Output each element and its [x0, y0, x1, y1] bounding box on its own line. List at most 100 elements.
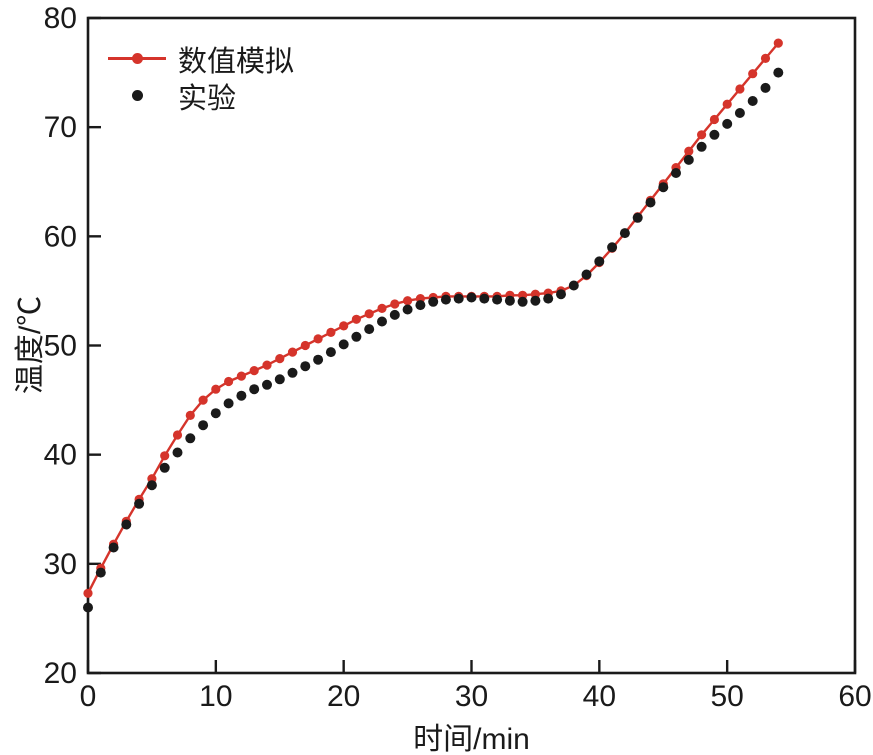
experiment-point: [402, 304, 413, 315]
experiment-point: [466, 292, 477, 303]
experiment-point: [146, 480, 157, 491]
simulation-line: [86, 42, 780, 594]
experiment-point: [517, 296, 528, 307]
simulation-marker: [198, 395, 208, 405]
experiment-point: [543, 293, 554, 304]
experiment-point: [108, 542, 119, 553]
y-axis-title: 温度/℃: [14, 295, 47, 395]
simulation-marker: [236, 371, 246, 381]
experiment-point: [594, 256, 605, 267]
simulation-marker: [287, 347, 298, 357]
x-axis-title: 时间/min: [413, 723, 530, 755]
simulation-marker: [364, 309, 374, 319]
experiment-point: [415, 300, 426, 311]
experiment-point: [351, 331, 362, 342]
experiment-point: [249, 384, 260, 395]
simulation-marker: [377, 303, 387, 313]
experiment-point: [236, 390, 247, 401]
experiment-point: [504, 295, 515, 306]
simulation-marker: [185, 410, 195, 420]
experiment-point: [313, 354, 324, 365]
experiment-point: [210, 408, 221, 419]
experiment-dot-icon: [108, 77, 166, 114]
experiment-point: [428, 296, 439, 307]
experiment-point: [632, 212, 643, 223]
experiment-point: [760, 82, 771, 93]
experiment-point: [83, 602, 93, 613]
experiment-point: [773, 67, 784, 78]
y-tick-label: 80: [44, 2, 77, 35]
experiment-point: [134, 498, 145, 509]
simulation-marker: [83, 588, 93, 598]
x-tick-label: 10: [199, 680, 232, 713]
experiment-point: [377, 316, 387, 327]
experiment-point: [453, 293, 464, 304]
x-tick-label: 50: [710, 680, 743, 713]
simulation-marker: [339, 321, 349, 331]
legend: 数值模拟 实验: [108, 40, 295, 115]
legend-label-experiment: 实验: [178, 82, 237, 115]
simulation-marker: [300, 340, 310, 351]
experiment-point: [389, 309, 400, 320]
simulation-marker: [735, 84, 745, 94]
experiment-point: [734, 108, 745, 118]
y-tick-label: 70: [44, 111, 77, 144]
simulation-marker: [697, 130, 707, 140]
y-tick-label: 50: [44, 330, 77, 363]
experiment-point: [364, 324, 375, 335]
experiment-point: [581, 269, 592, 280]
simulation-marker: [262, 360, 272, 370]
experiment-point: [95, 567, 106, 578]
y-tick-label: 60: [44, 220, 77, 253]
experiment-point: [440, 294, 451, 305]
experiment-point: [645, 197, 656, 208]
experiment-point: [568, 280, 579, 291]
experiment-point: [619, 228, 630, 239]
x-tick-label: 20: [327, 680, 360, 713]
experiment-point: [172, 447, 183, 458]
simulation-marker: [249, 366, 259, 376]
experiment-point: [556, 289, 566, 300]
simulation-marker: [211, 384, 221, 394]
simulation-line-marker-icon: [108, 40, 166, 77]
experiment-point: [709, 129, 720, 140]
experiment-point: [121, 519, 132, 530]
simulation-marker: [760, 53, 771, 64]
legend-label-simulation: 数值模拟: [178, 45, 295, 78]
experiment-point: [530, 295, 541, 306]
simulation-marker: [722, 99, 732, 109]
experiment-point: [492, 294, 503, 305]
y-tick-label: 30: [44, 548, 77, 581]
legend-item-simulation: 数值模拟: [108, 40, 295, 78]
experiment-point: [722, 118, 733, 129]
x-tick-label: 30: [455, 680, 488, 713]
experiment-point: [658, 182, 669, 193]
experiment-point: [671, 168, 681, 178]
simulation-marker: [709, 114, 720, 125]
simulation-marker: [326, 327, 336, 337]
simulation-marker: [773, 38, 783, 48]
simulation-marker: [403, 296, 413, 306]
experiment-point: [325, 347, 336, 358]
experiment-point: [696, 141, 707, 152]
simulation-marker: [224, 376, 234, 387]
x-tick-label: 60: [838, 680, 871, 713]
simulation-marker: [390, 299, 400, 309]
experiment-point: [274, 374, 285, 385]
experiment-point: [159, 462, 170, 473]
experiment-point: [338, 339, 349, 350]
simulation-marker: [160, 451, 170, 461]
simulation-marker: [684, 146, 694, 156]
experiment-point: [747, 96, 758, 106]
experiment-point: [185, 433, 196, 444]
experiment-point: [223, 398, 234, 409]
experiment-point: [198, 420, 209, 431]
simulation-marker: [172, 430, 183, 440]
y-tick-label: 20: [44, 657, 77, 690]
x-tick-label: 40: [583, 680, 616, 713]
simulation-marker: [313, 334, 323, 344]
y-tick-label: 40: [44, 439, 77, 472]
experiment-point: [287, 367, 298, 378]
